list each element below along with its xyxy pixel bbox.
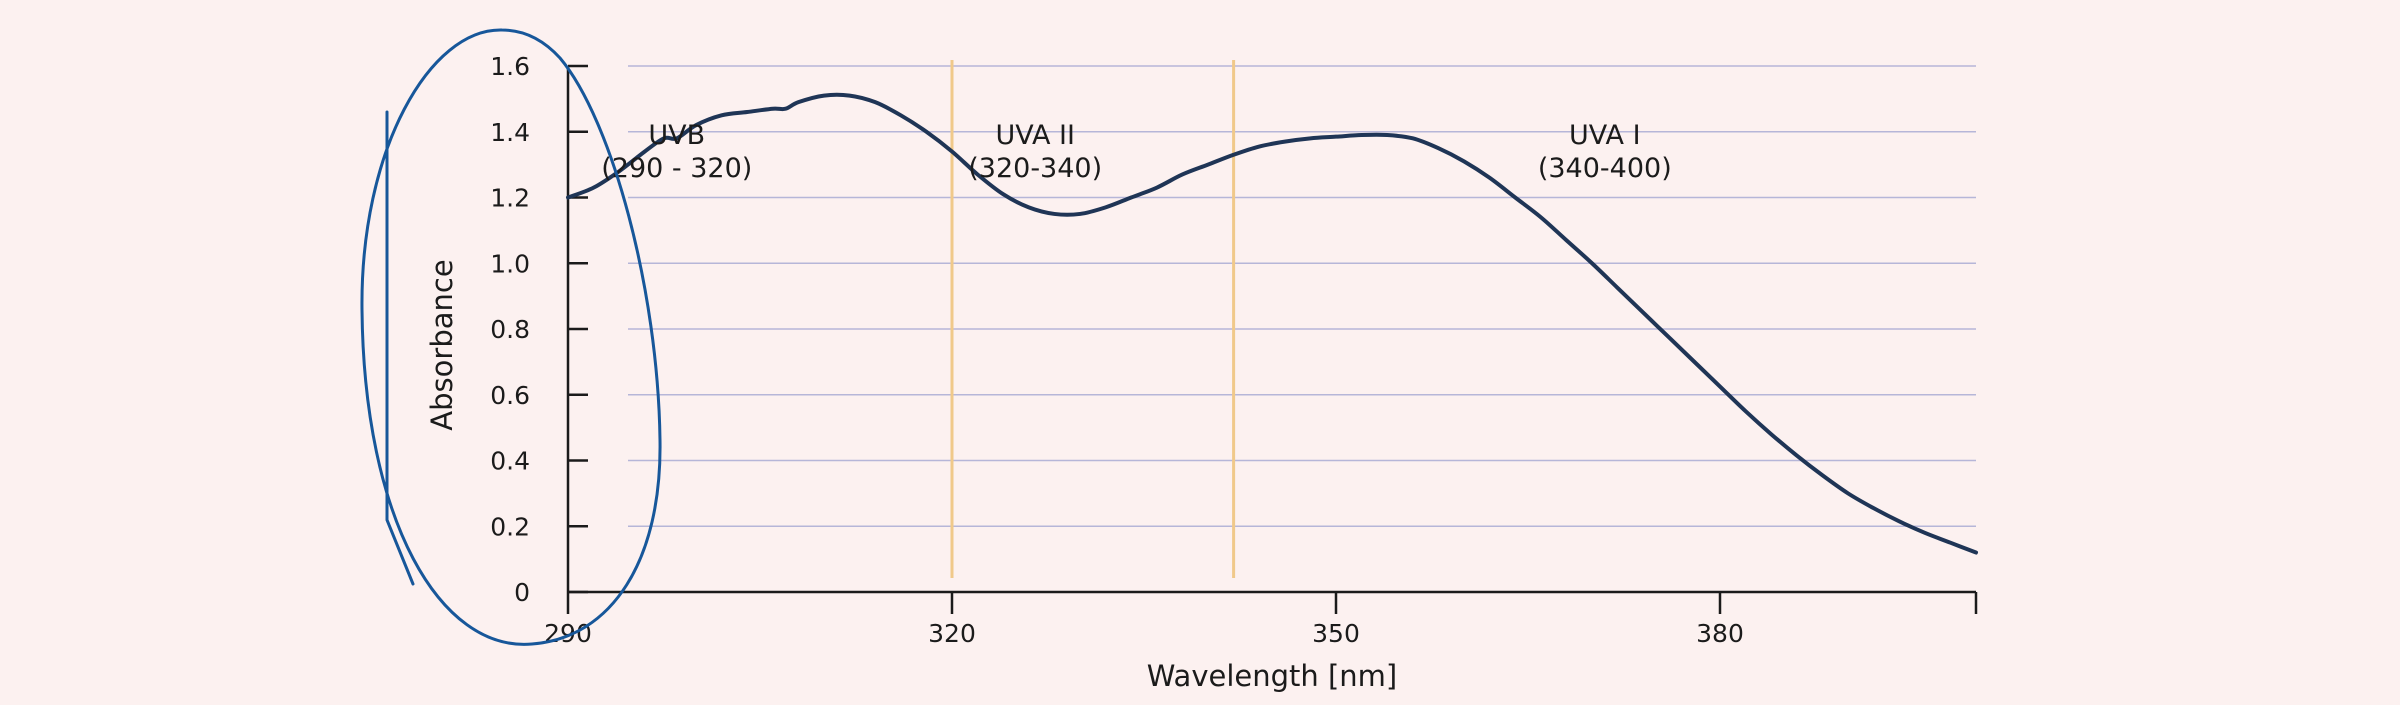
y-tick-label: 0.8 bbox=[490, 315, 530, 344]
y-tick-label: 1.0 bbox=[490, 249, 530, 278]
annotation-stroke bbox=[385, 110, 415, 586]
x-tick-label: 320 bbox=[928, 619, 976, 648]
y-tick-label: 0.4 bbox=[490, 447, 530, 476]
region-range-label: (340-400) bbox=[1538, 153, 1672, 184]
grid-lines bbox=[628, 65, 1976, 527]
region-range-label: (320-340) bbox=[968, 153, 1102, 184]
region-boundaries bbox=[950, 60, 1236, 578]
region-range-label: (290 - 320) bbox=[601, 153, 752, 184]
y-ticks: 0 0.2 0.4 0.6 0.8 1.0 1.2 1.4 1.6 bbox=[490, 52, 588, 607]
series-line bbox=[566, 92, 1978, 555]
y-tick-label: 0.2 bbox=[490, 512, 530, 541]
y-tick-label: 0.6 bbox=[490, 381, 530, 410]
y-axis-label: Absorbance bbox=[425, 259, 459, 430]
x-axis-label: Wavelength [nm] bbox=[1147, 659, 1398, 693]
region-name-label: UVB bbox=[648, 120, 705, 151]
y-tick-label: 0 bbox=[514, 578, 530, 607]
y-tick-label: 1.4 bbox=[490, 118, 530, 147]
x-tick-label: 290 bbox=[544, 619, 592, 648]
y-tick-label: 1.6 bbox=[490, 52, 530, 81]
x-tick-label: 350 bbox=[1312, 619, 1360, 648]
x-ticks: 290 320 350 380 bbox=[544, 592, 1978, 648]
region-name-label: UVA II bbox=[995, 120, 1074, 151]
x-tick-label: 380 bbox=[1696, 619, 1744, 648]
pen-annotation bbox=[360, 28, 662, 646]
y-tick-label: 1.2 bbox=[490, 184, 530, 213]
region-labels: UVB(290 - 320) UVA II(320-340) UVA I(340-4… bbox=[601, 120, 1671, 184]
region-name-label: UVA I bbox=[1569, 120, 1641, 151]
annotation-ellipse bbox=[360, 28, 662, 646]
